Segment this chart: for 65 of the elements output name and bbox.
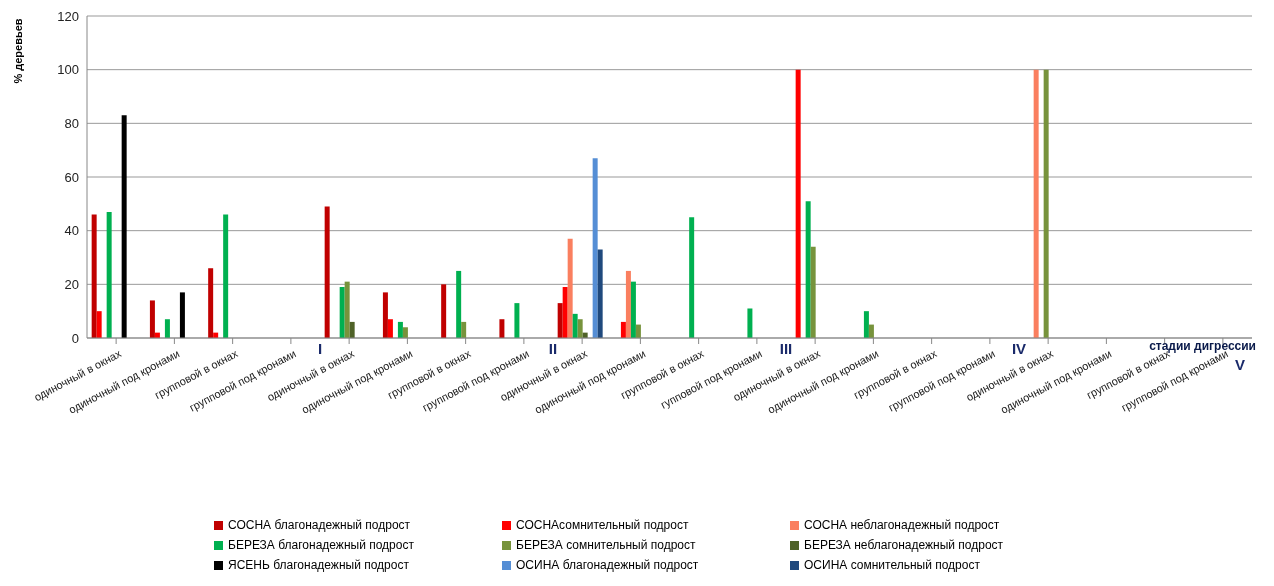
bar [567,238,573,338]
bar [149,300,155,338]
bar [620,321,626,338]
bar [461,321,467,338]
legend-label: ЯСЕНЬ благонадежный подрост [228,558,409,572]
bar [689,217,695,338]
legend-label: БЕРЕЗА неблагонадежный подрост [804,538,1004,552]
bar [1043,69,1049,338]
y-tick-label: 0 [71,330,79,346]
bar [324,206,330,338]
text: V [1234,356,1246,373]
text: II [547,340,559,357]
bar [863,311,869,338]
bar [96,311,102,338]
bar [1033,69,1039,338]
text: I [316,340,324,357]
bar [91,214,97,338]
bar [223,214,229,338]
y-tick-label: 40 [64,223,79,239]
bar [592,158,598,338]
bar [344,281,350,338]
bar [810,246,816,338]
legend-label: БЕРЕЗА сомнительный подрост [516,538,696,552]
bar [208,268,214,338]
bar [164,319,170,338]
legend-label: СОСНАсомнительный подрост [516,518,689,532]
bar [868,324,874,338]
bar [747,308,753,338]
bar [557,303,563,338]
bar [106,211,112,338]
bar [387,319,393,338]
bar [397,321,403,338]
x-axis-title: стадии дигрессии [1149,339,1256,353]
text: IV [1010,340,1027,357]
y-axis-title: % деревьев [12,18,24,84]
bar [805,201,811,338]
bar [562,287,568,338]
bar [349,321,355,338]
text: III [778,340,794,357]
bar [635,324,641,338]
bar [456,270,462,338]
bar [121,115,127,338]
y-tick-label: 120 [57,8,79,24]
y-tick-label: 20 [64,276,79,292]
legend-label: СОСНА благонадежный подрост [228,518,411,532]
legend-label: СОСНА неблагонадежный подрост [804,518,1000,532]
y-tick-label: 100 [57,62,79,78]
bar [572,313,578,338]
bar [402,327,408,338]
legend-label: БЕРЕЗА благонадежный подрост [228,538,414,552]
bar [382,292,388,338]
bar [597,249,603,338]
y-tick-label: 60 [64,169,79,185]
bar [514,303,520,338]
bar [630,281,636,338]
bar [179,292,185,338]
bar [339,287,345,338]
bar [795,69,801,338]
legend-label: ОСИНА благонадежный подрост [516,558,699,572]
y-tick-label: 80 [64,115,79,131]
bar [499,319,505,338]
bar [625,270,631,338]
legend-label: ОСИНА сомнительный подрост [804,558,980,572]
bar [441,284,447,338]
bar [577,319,583,338]
